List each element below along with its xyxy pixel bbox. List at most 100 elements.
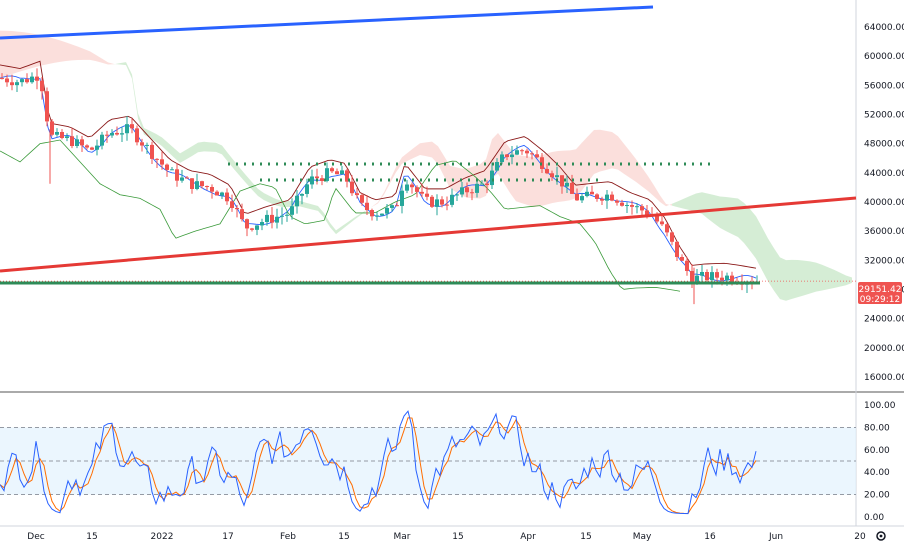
candle-body[interactable] — [635, 206, 639, 208]
blue-trendline[interactable] — [0, 5, 654, 40]
candle-body[interactable] — [350, 181, 354, 194]
candle-body[interactable] — [140, 142, 144, 146]
candle-body[interactable] — [340, 170, 344, 175]
candle-body[interactable] — [205, 186, 209, 188]
candle-body[interactable] — [695, 275, 699, 285]
candle-body[interactable] — [95, 145, 99, 150]
candle-body[interactable] — [220, 192, 224, 196]
candle-body[interactable] — [260, 222, 264, 226]
candle-body[interactable] — [530, 153, 534, 155]
candle-body[interactable] — [700, 272, 704, 276]
candle-body[interactable] — [280, 215, 284, 217]
candle-body[interactable] — [730, 275, 734, 283]
candle-body[interactable] — [85, 145, 89, 148]
gear-icon[interactable] — [876, 531, 886, 541]
candle-body[interactable] — [160, 159, 164, 165]
candle-body[interactable] — [720, 277, 724, 281]
candle-body[interactable] — [320, 178, 324, 181]
candle-body[interactable] — [90, 147, 94, 150]
candle-body[interactable] — [605, 194, 609, 201]
candle-body[interactable] — [0, 78, 4, 80]
candle-body[interactable] — [565, 182, 569, 187]
candle-body[interactable] — [325, 168, 329, 181]
candle-body[interactable] — [115, 132, 119, 135]
candle-body[interactable] — [560, 175, 564, 187]
candle-body[interactable] — [40, 80, 44, 92]
candle-body[interactable] — [305, 184, 309, 194]
candle-body[interactable] — [75, 139, 79, 147]
drawings[interactable] — [0, 5, 857, 285]
candle-body[interactable] — [290, 206, 294, 215]
candle-body[interactable] — [335, 171, 339, 175]
candle-body[interactable] — [545, 168, 549, 174]
candle-body[interactable] — [190, 178, 194, 190]
candle-body[interactable] — [475, 183, 479, 193]
candle-body[interactable] — [60, 131, 64, 139]
candle-body[interactable] — [125, 124, 129, 134]
time-axis[interactable]: Dec 15 2022 17 Feb 15 Mar 15 Apr 15 May 16 Jun 20 — [27, 532, 866, 542]
candle-body[interactable] — [470, 192, 474, 194]
candle-body[interactable] — [360, 195, 364, 203]
candle-body[interactable] — [15, 82, 19, 86]
candle-body[interactable] — [465, 187, 469, 193]
candle-body[interactable] — [105, 134, 109, 136]
candle-body[interactable] — [675, 241, 679, 258]
candle-body[interactable] — [370, 210, 374, 217]
candle-body[interactable] — [285, 214, 289, 216]
candle-body[interactable] — [70, 136, 74, 147]
candle-body[interactable] — [45, 91, 49, 122]
candle-body[interactable] — [710, 272, 714, 281]
candle-body[interactable] — [230, 201, 234, 208]
candle-body[interactable] — [415, 187, 419, 192]
candle-body[interactable] — [510, 154, 514, 158]
candle-body[interactable] — [155, 158, 159, 160]
candle-body[interactable] — [685, 260, 689, 272]
candle-body[interactable] — [450, 194, 454, 205]
candle-body[interactable] — [500, 154, 504, 163]
candle-body[interactable] — [25, 79, 29, 83]
candle-body[interactable] — [135, 128, 139, 143]
candle-body[interactable] — [365, 202, 369, 211]
candle-body[interactable] — [170, 169, 174, 171]
candle-body[interactable] — [495, 162, 499, 171]
candle-body[interactable] — [585, 191, 589, 197]
candle-body[interactable] — [295, 195, 299, 207]
candle-body[interactable] — [665, 224, 669, 233]
candle-body[interactable] — [640, 206, 644, 211]
candle-body[interactable] — [245, 219, 249, 229]
candle-body[interactable] — [240, 209, 244, 220]
candle-body[interactable] — [480, 183, 484, 185]
candle-body[interactable] — [660, 221, 664, 225]
candle-body[interactable] — [570, 182, 574, 194]
candle-body[interactable] — [610, 194, 614, 201]
candle-body[interactable] — [110, 132, 114, 136]
candle-body[interactable] — [590, 191, 594, 195]
candle-body[interactable] — [705, 272, 709, 281]
candle-body[interactable] — [30, 76, 34, 83]
candle-body[interactable] — [575, 193, 579, 201]
candle-body[interactable] — [165, 164, 169, 170]
candle-body[interactable] — [385, 207, 389, 214]
candle-body[interactable] — [520, 150, 524, 152]
candle-body[interactable] — [485, 183, 489, 186]
candle-body[interactable] — [50, 121, 54, 135]
candle-body[interactable] — [460, 187, 464, 195]
candle-body[interactable] — [505, 154, 509, 158]
candle-body[interactable] — [715, 272, 719, 278]
candle-body[interactable] — [10, 82, 14, 86]
candle-body[interactable] — [445, 204, 449, 206]
candle-body[interactable] — [20, 79, 24, 83]
candle-body[interactable] — [400, 190, 404, 206]
candle-body[interactable] — [655, 215, 659, 222]
candle-body[interactable] — [120, 133, 124, 135]
candle-body[interactable] — [150, 144, 154, 159]
candle-body[interactable] — [670, 232, 674, 242]
candle-body[interactable] — [55, 131, 59, 135]
candle-body[interactable] — [315, 176, 319, 179]
candle-body[interactable] — [210, 187, 214, 192]
candle-body[interactable] — [180, 177, 184, 181]
candle-body[interactable] — [625, 205, 629, 207]
candle-body[interactable] — [490, 170, 494, 186]
candle-body[interactable] — [130, 124, 134, 129]
candle-body[interactable] — [680, 257, 684, 261]
